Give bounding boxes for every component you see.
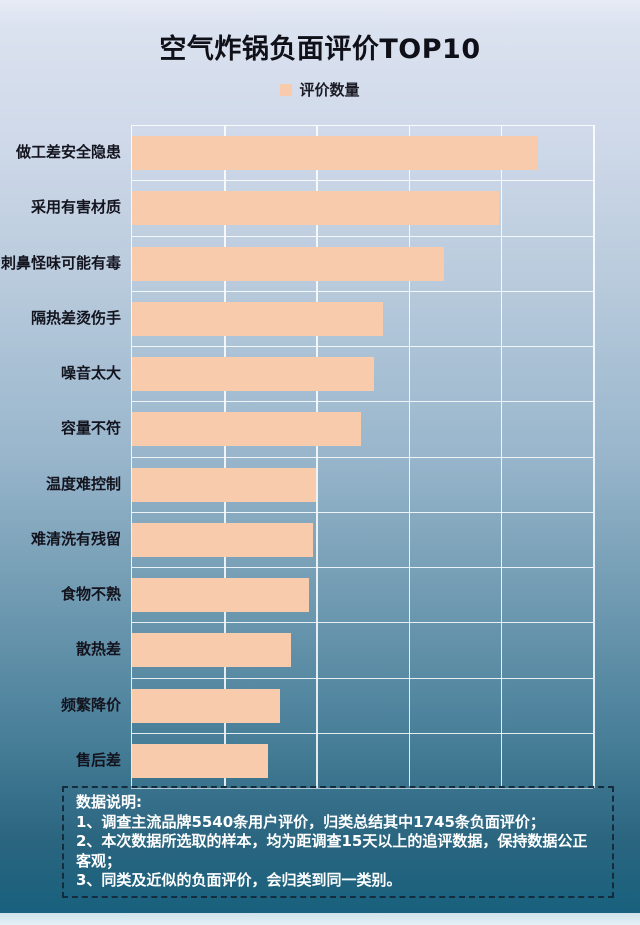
plot-area xyxy=(131,125,595,789)
chart-row xyxy=(132,567,593,622)
category-label: 频繁降价 xyxy=(60,695,121,714)
chart-row xyxy=(132,456,593,512)
chart-title: 空气炸锅负面评价TOP10 xyxy=(159,34,481,65)
bar xyxy=(132,136,538,171)
bar xyxy=(132,246,444,281)
category-label: 难清洗有残留 xyxy=(30,529,121,548)
chart-row xyxy=(132,346,593,401)
legend-label: 评价数量 xyxy=(299,81,360,99)
category-label: 散热差 xyxy=(75,640,121,659)
category-label: 做工差安全隐患 xyxy=(15,143,121,161)
note-heading: 数据说明: xyxy=(76,793,142,811)
category-label: 隔热差烫伤手 xyxy=(30,308,121,327)
category-labels: 做工差安全隐患采用有害材质刺鼻怪味可能有毒隔热差烫伤手噪音太大容量不符温度难控制… xyxy=(0,125,127,788)
category-label: 容量不符 xyxy=(60,419,121,438)
legend-swatch-icon xyxy=(280,83,293,96)
bar xyxy=(132,191,499,226)
bottom-edge-strip xyxy=(0,913,640,925)
bar xyxy=(132,743,269,778)
chart-legend: 评价数量 xyxy=(0,79,640,100)
bar xyxy=(132,467,317,502)
category-label: 食物不熟 xyxy=(60,585,121,603)
plot-rows xyxy=(132,125,593,788)
note-line: 2、本次数据所选取的样本，均为距调查15天以上的追评数据，保持数据公正客观； xyxy=(76,832,588,870)
chart-row xyxy=(132,622,593,677)
category-label: 噪音太大 xyxy=(60,364,121,382)
category-label: 温度难控制 xyxy=(45,474,121,493)
chart-row xyxy=(132,290,593,346)
chart-row xyxy=(132,677,593,733)
chart-row xyxy=(132,235,593,291)
category-label: 采用有害材质 xyxy=(30,198,121,217)
note-line: 1、调查主流品牌5540条用户评价，归类总结其中1745条负面评价； xyxy=(76,812,545,831)
vertical-gridline xyxy=(593,125,595,788)
chart-row xyxy=(132,401,593,456)
chart-row xyxy=(132,125,593,180)
bar xyxy=(132,688,280,723)
bar xyxy=(132,633,291,668)
bar xyxy=(132,412,361,447)
note-line: 3、同类及近似的负面评价，会归类到同一类别。 xyxy=(76,871,402,889)
category-label: 售后差 xyxy=(75,750,121,769)
bar xyxy=(132,578,310,613)
chart-row xyxy=(132,180,593,235)
chart-row xyxy=(132,732,593,788)
bar xyxy=(132,301,383,336)
category-label: 刺鼻怪味可能有毒 xyxy=(0,253,121,272)
data-note-box: 数据说明: 1、调查主流品牌5540条用户评价，归类总结其中1745条负面评价；… xyxy=(62,786,614,898)
bar xyxy=(132,522,313,557)
bar xyxy=(132,357,374,392)
note-lines: 1、调查主流品牌5540条用户评价，归类总结其中1745条负面评价； 2、本次数据… xyxy=(76,813,600,891)
chart-row xyxy=(132,511,593,567)
